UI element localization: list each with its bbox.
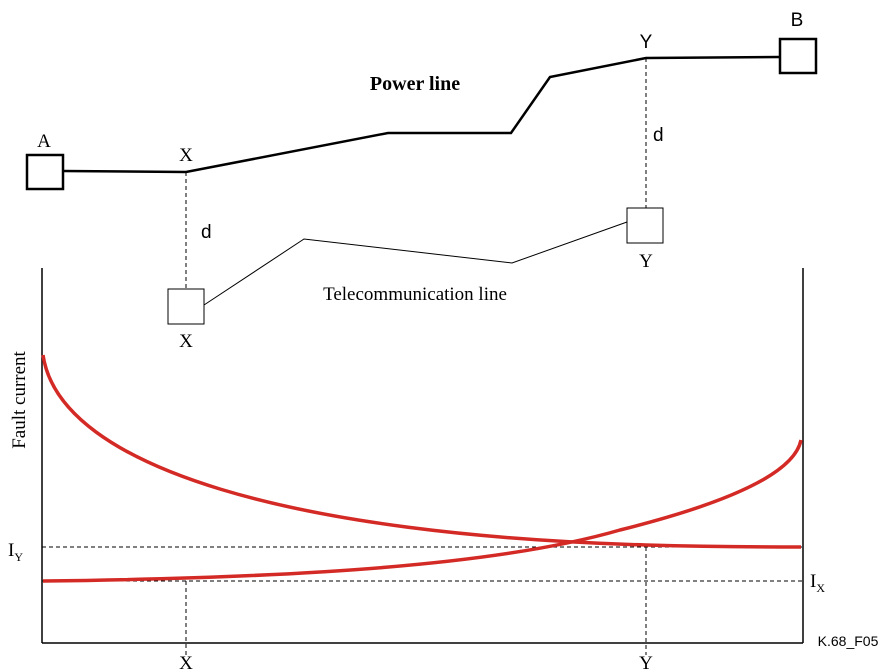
telecom-y-box — [626, 207, 664, 244]
terminal-a-label: A — [37, 131, 51, 152]
telecom-line-label: Telecommunication line — [323, 284, 507, 305]
level-iy-label: IY — [8, 540, 23, 564]
power-point-y-label: Y — [640, 32, 653, 53]
terminal-b-box — [778, 37, 818, 75]
telecom-point-x-label: X — [179, 331, 193, 352]
terminal-a-box — [25, 153, 65, 191]
fault-current-curve-from-b — [42, 439, 803, 583]
separation-x-label: d — [201, 222, 212, 243]
power-line-label: Power line — [370, 73, 460, 95]
separation-y-label: d — [653, 125, 664, 146]
xtick-y-label: Y — [639, 653, 653, 672]
graph-frame — [41, 268, 804, 644]
figure-id: K.68_F05 — [818, 633, 879, 649]
fault-current-curve-from-a — [41, 354, 802, 549]
telecom-point-y-label: Y — [639, 251, 653, 272]
terminal-b-label: B — [791, 10, 804, 31]
power-point-x-label: X — [179, 145, 193, 166]
level-ix-label: IX — [810, 571, 825, 595]
power-line — [25, 37, 818, 191]
telecom-line — [167, 207, 664, 325]
xtick-x-label: X — [179, 653, 193, 672]
y-axis-label: Fault current — [9, 350, 30, 448]
telecom-x-box — [167, 288, 205, 325]
telecom-line-path — [203, 221, 628, 306]
